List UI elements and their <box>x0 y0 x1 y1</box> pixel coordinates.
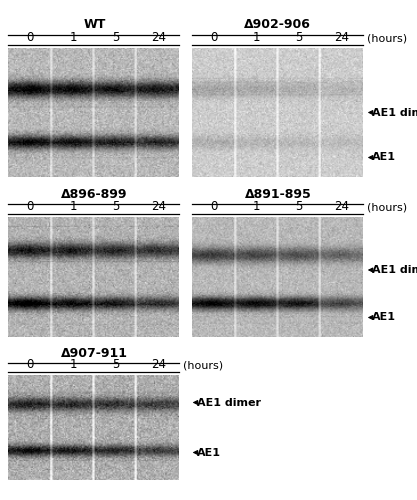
Text: AE1: AE1 <box>197 448 221 458</box>
Text: (hours): (hours) <box>367 202 407 212</box>
Text: 24: 24 <box>151 30 166 44</box>
Text: Δ896-899: Δ896-899 <box>61 188 128 200</box>
Text: 1: 1 <box>69 358 77 370</box>
Text: 0: 0 <box>27 200 34 212</box>
Text: 24: 24 <box>151 358 166 370</box>
Text: Δ891-895: Δ891-895 <box>244 188 311 200</box>
Text: 5: 5 <box>296 200 303 212</box>
Text: 5: 5 <box>112 358 119 370</box>
Text: 24: 24 <box>151 200 166 212</box>
Text: 0: 0 <box>27 358 34 370</box>
Text: 1: 1 <box>253 200 260 212</box>
Text: (hours): (hours) <box>367 34 407 43</box>
Text: 5: 5 <box>112 200 119 212</box>
Text: 0: 0 <box>210 30 217 44</box>
Text: 1: 1 <box>69 200 77 212</box>
Text: (hours): (hours) <box>183 360 224 370</box>
Text: 1: 1 <box>69 30 77 44</box>
Text: Δ902-906: Δ902-906 <box>244 18 311 31</box>
Text: 1: 1 <box>253 30 260 44</box>
Text: AE1 dimer: AE1 dimer <box>372 265 417 275</box>
Text: 0: 0 <box>210 200 217 212</box>
Text: WT: WT <box>83 18 106 31</box>
Text: 24: 24 <box>334 200 349 212</box>
Text: 0: 0 <box>27 30 34 44</box>
Text: 5: 5 <box>296 30 303 44</box>
Text: AE1 dimer: AE1 dimer <box>372 108 417 118</box>
Text: 24: 24 <box>334 30 349 44</box>
Text: AE1: AE1 <box>372 152 397 162</box>
Text: 5: 5 <box>112 30 119 44</box>
Text: AE1: AE1 <box>372 312 397 322</box>
Text: Δ907-911: Δ907-911 <box>61 347 128 360</box>
Text: AE1 dimer: AE1 dimer <box>197 398 261 407</box>
